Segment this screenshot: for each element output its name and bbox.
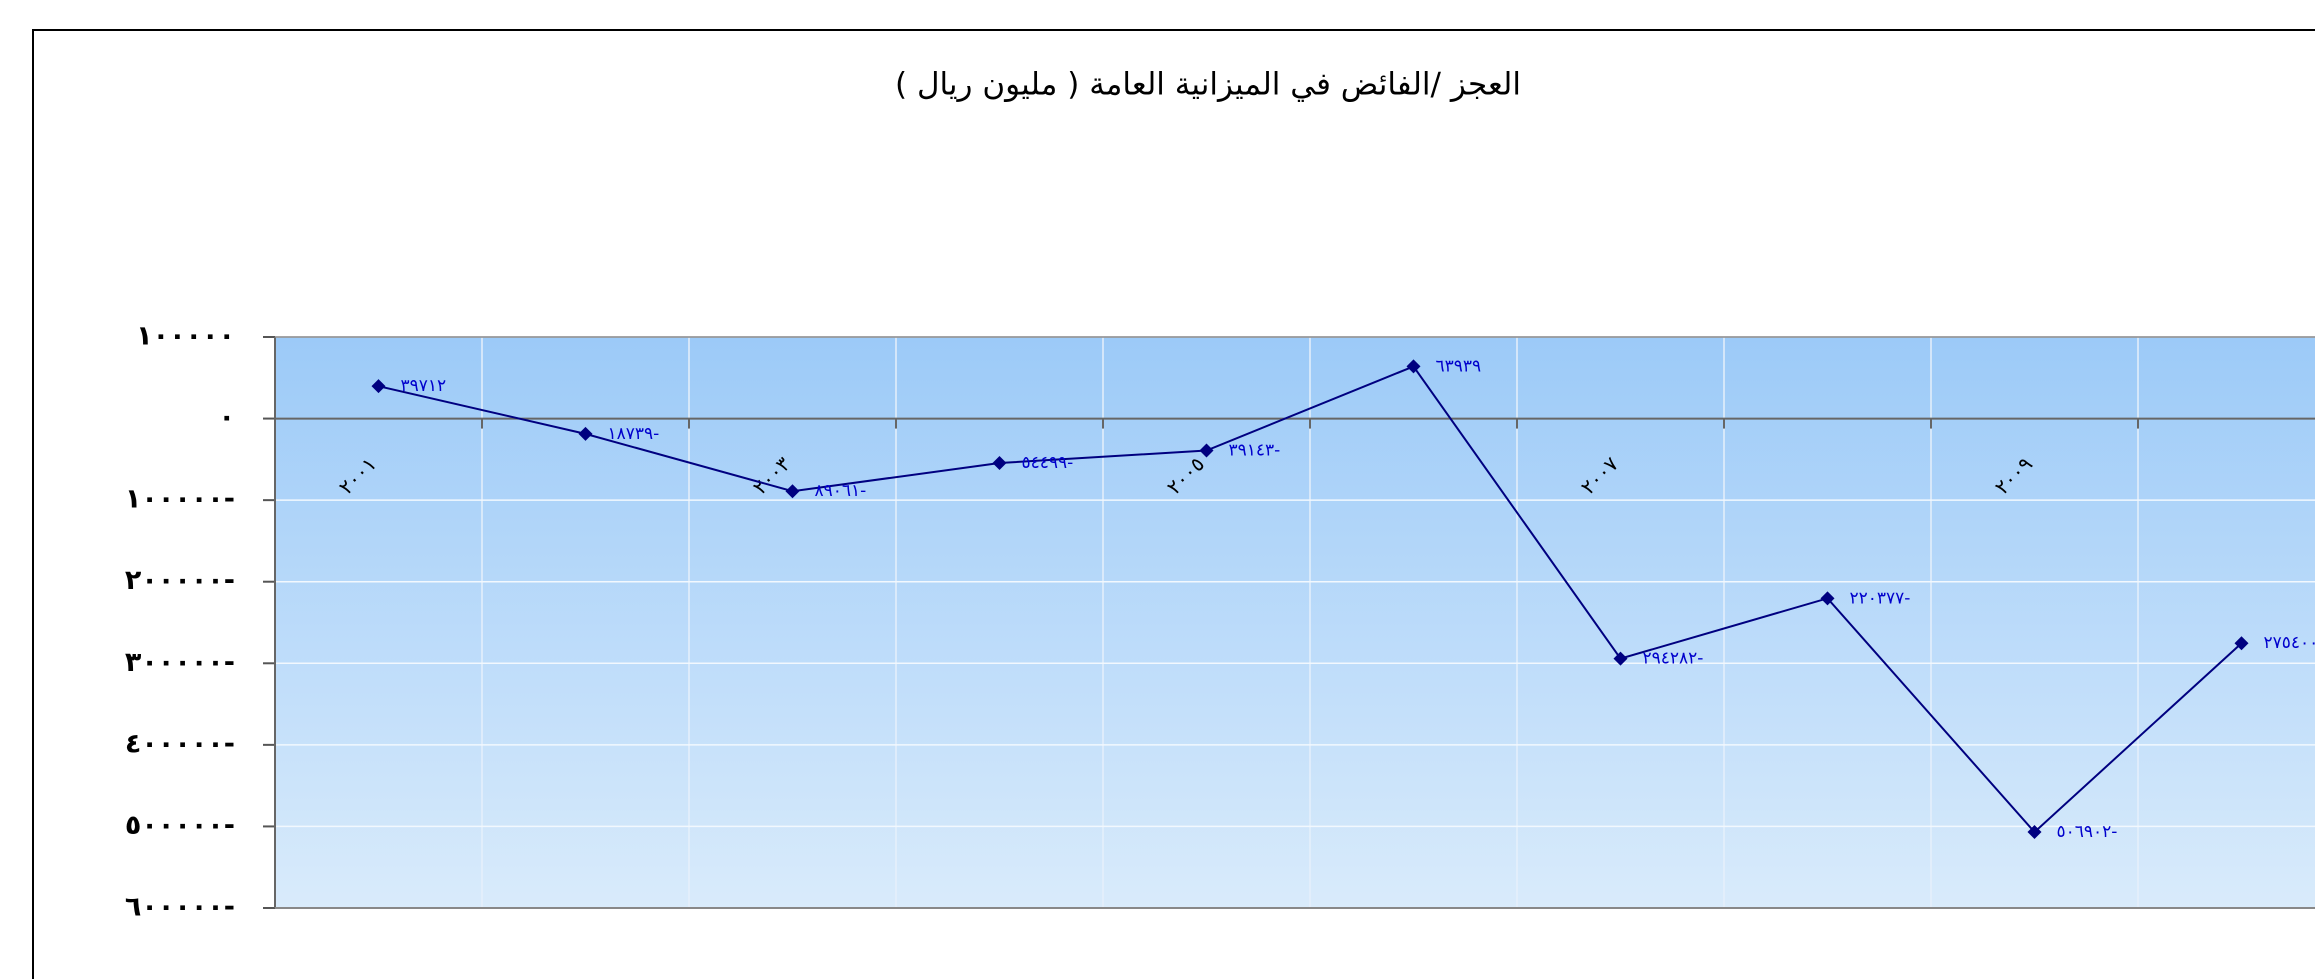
- y-tick-label: ١٠٠٠٠٠-: [125, 484, 235, 515]
- data-label: ١٨٧٣٩-: [608, 424, 660, 444]
- point-marker: [2234, 636, 2249, 651]
- point-marker: [1199, 443, 1214, 458]
- point-marker: [1406, 359, 1421, 374]
- y-tick-label: ٦٠٠٠٠٠-: [125, 892, 235, 923]
- point-marker: [371, 379, 386, 394]
- point-marker: [785, 484, 800, 499]
- y-tick-label: ٣٠٠٠٠٠-: [125, 647, 235, 678]
- data-label: ٢٢٠٣٧٧-: [1850, 588, 1911, 608]
- series-line: [378, 365, 2243, 834]
- data-label: ٣٩١٤٣-: [1229, 441, 1281, 461]
- data-label: ٥٠٦٩٠٢-: [2057, 822, 2118, 842]
- point-marker: [2027, 825, 2042, 840]
- data-label: ٨٩٠٦١-: [815, 481, 867, 501]
- data-label: ٢٧٥٤٠٠-: [2264, 633, 2315, 653]
- data-label: ٥٤٤٩٩-: [1022, 453, 1074, 473]
- point-marker: [992, 456, 1007, 471]
- y-tick-label: ١٠٠٠٠٠: [136, 321, 235, 352]
- data-label: ٣٩٧١٢: [401, 376, 447, 396]
- chart-title: العجز /الفائض في الميزانية العامة ( مليو…: [895, 67, 1521, 103]
- y-tick-label: ٠: [219, 402, 235, 433]
- y-tick-label: ٤٠٠٠٠٠-: [125, 728, 235, 759]
- data-label: ٢٩٤٢٨٢-: [1643, 649, 1704, 669]
- y-tick-label: ٢٠٠٠٠٠-: [125, 565, 235, 596]
- point-marker: [1613, 651, 1628, 666]
- plot-area: [275, 337, 2315, 908]
- point-marker: [1820, 591, 1835, 606]
- data-label: ٦٣٩٣٩: [1436, 356, 1482, 376]
- y-tick-label: ٥٠٠٠٠٠-: [125, 810, 235, 841]
- point-marker: [578, 426, 593, 441]
